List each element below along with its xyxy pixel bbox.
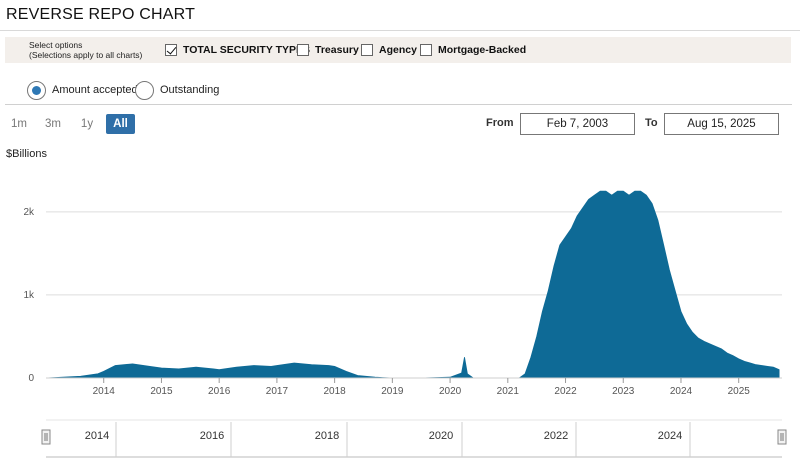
- to-date-input[interactable]: [664, 113, 779, 135]
- range-button-1m[interactable]: 1m: [11, 118, 27, 130]
- checkbox-total-security-types[interactable]: TOTAL SECURITY TYPES: [165, 41, 310, 59]
- area-layer: [45, 190, 780, 379]
- checkbox-treasury[interactable]: Treasury: [297, 41, 359, 59]
- checkbox-label: Mortgage-Backed: [438, 44, 527, 56]
- range-button-3m[interactable]: 3m: [45, 118, 61, 130]
- options-label-line2: (Selections apply to all charts): [29, 50, 143, 60]
- handle-grip[interactable]: [41, 429, 51, 445]
- y-tick-label: 2k: [23, 207, 35, 218]
- checkbox-label: Treasury: [315, 44, 359, 56]
- area-series-0: [45, 190, 780, 379]
- checkbox-mortgage-backed[interactable]: Mortgage-Backed: [420, 41, 526, 59]
- navigator-left-handle[interactable]: [41, 429, 51, 445]
- y-tick-label: 0: [28, 373, 34, 384]
- checkbox-label: Agency: [379, 44, 417, 56]
- x-tick-label: 2015: [150, 386, 173, 397]
- checkbox-unchecked-icon[interactable]: [420, 44, 432, 56]
- options-label-line1: Select options: [29, 40, 83, 50]
- navigator-year-label: 2024: [658, 430, 682, 442]
- checkbox-unchecked-icon[interactable]: [361, 44, 373, 56]
- radio-label: Amount accepted: [52, 84, 138, 96]
- options-label: Select options (Selections apply to all …: [29, 40, 142, 60]
- reverse-repo-chart: 0 1k 2k 2014 2015 2016 2017 2018 2019 2020 2021 202…: [23, 190, 787, 458]
- radio-label: Outstanding: [160, 84, 220, 96]
- radio-outstanding[interactable]: Outstanding: [135, 80, 219, 100]
- navigator-year-label: 2022: [544, 430, 568, 442]
- y-tick-label: 1k: [23, 290, 35, 301]
- y-axis-unit-label: $Billions: [6, 148, 47, 160]
- navigator-year-label: 2014: [85, 430, 109, 442]
- range-button-1y[interactable]: 1y: [80, 118, 94, 130]
- radio-unselected-icon[interactable]: [135, 80, 154, 100]
- checkbox-unchecked-icon[interactable]: [297, 44, 309, 56]
- to-label: To: [645, 117, 658, 129]
- checkbox-label: TOTAL SECURITY TYPES: [183, 44, 310, 56]
- x-tick-label: 2019: [381, 386, 404, 397]
- radio-selected-icon[interactable]: [27, 80, 46, 100]
- options-bar: Select options (Selections apply to all …: [5, 37, 791, 63]
- x-tick-label: 2025: [728, 386, 751, 397]
- axis-layer: 0 1k 2k 2014 2015 2016 2017 2018 2019 2020 2021 202…: [23, 207, 782, 397]
- x-tick-label: 2014: [93, 386, 116, 397]
- x-tick-label: 2016: [208, 386, 231, 397]
- x-tick-label: 2017: [266, 386, 289, 397]
- navigator-right-handle[interactable]: [777, 429, 787, 445]
- handle-grip[interactable]: [777, 429, 787, 445]
- x-tick-label: 2021: [497, 386, 520, 397]
- navigator-year-label: 2016: [200, 430, 224, 442]
- x-tick-label: 2020: [439, 386, 462, 397]
- checkbox-agency[interactable]: Agency: [361, 41, 417, 59]
- navigator[interactable]: 2014 2016 2018 2020 2022 2024: [41, 419, 787, 458]
- x-tick-label: 2023: [612, 386, 635, 397]
- x-tick-label: 2018: [324, 386, 347, 397]
- navigator-year-label: 2020: [429, 430, 453, 442]
- x-tick-label: 2024: [670, 386, 693, 397]
- from-label: From: [486, 117, 514, 129]
- title-divider: [0, 30, 800, 31]
- range-button-all[interactable]: All: [106, 114, 135, 134]
- from-date-input[interactable]: [520, 113, 635, 135]
- page-title: REVERSE REPO CHART: [6, 6, 196, 23]
- section-divider: [5, 104, 792, 105]
- radio-amount-accepted[interactable]: Amount accepted: [27, 80, 138, 100]
- x-tick-label: 2022: [554, 386, 577, 397]
- navigator-year-label: 2018: [315, 430, 339, 442]
- checkbox-checked-icon[interactable]: [165, 44, 177, 56]
